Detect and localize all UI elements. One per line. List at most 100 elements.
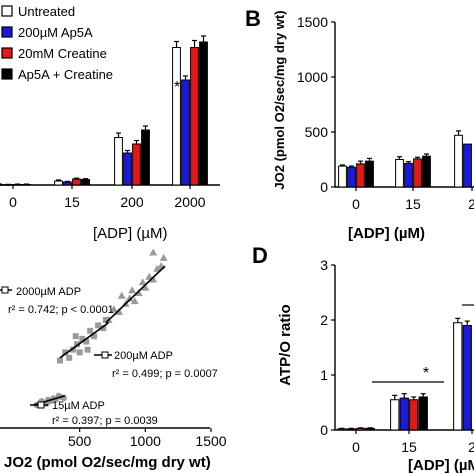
panel-d-bar [390, 399, 400, 431]
panel-c-point [159, 253, 168, 261]
panel-a-bar [63, 181, 72, 186]
panel-d-x-tick-label: 0 [352, 439, 360, 455]
panel-c-point [149, 248, 158, 256]
panel-d-y-tick-label: 1 [320, 367, 328, 383]
panel-a-legend-swatch [1, 5, 13, 17]
panel-b-bar [395, 159, 404, 188]
panel-b-y-tick-label: 0 [320, 179, 328, 195]
panel-c-series-stats: r² = 0.499; p = 0.0007 [112, 368, 218, 380]
panel-d: D 0 1 2 3 0 15 2 * ATP/O ratio [ADP] (µM) [252, 243, 474, 474]
panel-a-significance-star: * [174, 79, 180, 96]
panel-a-bar [81, 179, 90, 186]
panel-d-x-ticks: 0 15 2 [352, 430, 474, 455]
panel-d-bar [337, 428, 347, 431]
panel-a-legend-label: Ap5A + Creatine [18, 67, 113, 82]
panel-c-point [141, 283, 150, 291]
panel-c-series-label: 2000µM ADP [16, 286, 81, 298]
panel-b-y-tick-label: 1000 [297, 69, 328, 85]
panel-c-point [79, 335, 86, 342]
panel-d-bars [337, 317, 472, 431]
panel-d-bar [356, 427, 366, 431]
panel-c-point [115, 307, 124, 315]
panel-b-bar [463, 143, 472, 188]
panel-b-bar [413, 158, 422, 188]
panel-d-bar [365, 427, 375, 431]
panel-c-point [138, 278, 147, 286]
panel-a-x-tick-label: 200 [120, 194, 144, 210]
panel-d-bar [453, 322, 463, 431]
panel-d-bar [399, 397, 409, 431]
panel-c-point [153, 264, 162, 272]
panel-c-point [125, 294, 134, 302]
panel-c-point [66, 354, 73, 361]
panel-b: B 0 500 1000 1500 0 15 2 JO2 (pmol O2/sec/mg … [245, 6, 474, 242]
panel-a-bar [72, 178, 81, 186]
panel-b-bar [356, 163, 365, 188]
panel-b-x-axis-label: [ADP] (µM) [348, 225, 425, 242]
panel-b-y-axis-label: JO2 (pmol O2/sec/mg dry wt) [272, 10, 287, 189]
panel-a-bar [199, 41, 208, 186]
panel-d-y-tick-label: 0 [320, 422, 328, 438]
panel-c-point [91, 333, 98, 340]
panel-a-legend-label: 200µM Ap5A [18, 25, 93, 40]
panel-c-series-labels: 2000µM ADP r² = 0.742; p < 0.0001 200µM AD… [0, 286, 218, 427]
panel-c-point [145, 272, 154, 280]
panel-c-point [83, 338, 90, 345]
panel-d-y-ticks: 0 1 2 3 [320, 257, 335, 438]
panel-c-x-axis-label: JO2 (pmol O2/sec/mg dry wt) [4, 454, 211, 471]
panel-b-bar [422, 155, 431, 188]
panel-c-point [100, 325, 107, 332]
panel-c-series-stats: r² = 0.742; p < 0.0001 [8, 304, 114, 316]
panel-b-letter: B [245, 6, 261, 31]
panel-c-point [84, 346, 91, 353]
panel-c-label-marker [101, 351, 109, 359]
panel-d-significance-star: * [423, 365, 429, 382]
panel-c-point [62, 349, 69, 356]
panel-c-label-marker [37, 401, 45, 409]
panel-d-x-axis-label: [ADP] (µM) [408, 457, 474, 474]
panel-c-point [128, 286, 137, 294]
panel-c-x-tick-label: 1500 [195, 433, 226, 449]
panel-b-y-tick-label: 500 [305, 124, 329, 140]
panel-b-y-tick-label: 1500 [297, 14, 328, 30]
panel-b-x-ticks: 0 15 2 [352, 187, 474, 212]
panel-a-legend-label: Untreated [18, 4, 75, 19]
panel-d-bar [346, 428, 356, 431]
panel-c-x-tick-label: 1000 [130, 433, 161, 449]
panel-c-point [130, 297, 139, 305]
panel-d-letter: D [252, 243, 268, 268]
panel-a-bar [123, 152, 132, 186]
panel-c-points [33, 248, 168, 409]
panel-a-legend-swatch [1, 68, 13, 80]
panel-a-x-axis-label: [ADP] (µM) [93, 225, 167, 242]
panel-c-point [134, 289, 143, 296]
panel-a-bar [181, 79, 190, 186]
panel-d-significance: * [372, 304, 474, 383]
panel-b-x-tick-label: 15 [405, 196, 421, 212]
panel-a-legend-swatch [1, 47, 13, 59]
panel-c-series-label: 200µM ADP [114, 350, 173, 362]
panel-b-x-tick-label: 2 [468, 196, 474, 212]
panel-a-x-tick-label: 2000 [174, 194, 205, 210]
panel-c-x-ticks: 500 1000 1500 [68, 428, 227, 449]
panel-d-y-axis-label: ATP/O ratio [277, 304, 294, 385]
panel-c-point [74, 341, 81, 348]
panel-b-x-tick-label: 0 [352, 196, 360, 212]
panel-b-bars [338, 130, 472, 188]
panel-c-series-stats: r² = 0.397; p = 0.0039 [52, 415, 158, 427]
panel-d-bar [409, 399, 419, 431]
panel-b-y-ticks: 0 500 1000 1500 [297, 14, 335, 195]
panel-a-legend-swatch [1, 26, 13, 38]
panel-c-point [72, 333, 79, 340]
panel-b-bar [404, 162, 413, 188]
panel-a-bar [190, 47, 199, 186]
panel-d-x-tick-label: 15 [401, 439, 417, 455]
panel-b-bar [347, 166, 356, 188]
panel-c-point [76, 349, 83, 356]
panel-c-point [117, 291, 126, 299]
panel-a-legend: Untreated 200µM Ap5A 20mM Creatine Ap5A + C… [1, 4, 113, 82]
panel-d-x-tick-label: 2 [468, 439, 474, 455]
panel-b-bar [454, 134, 463, 188]
panel-b-bar [365, 160, 374, 188]
